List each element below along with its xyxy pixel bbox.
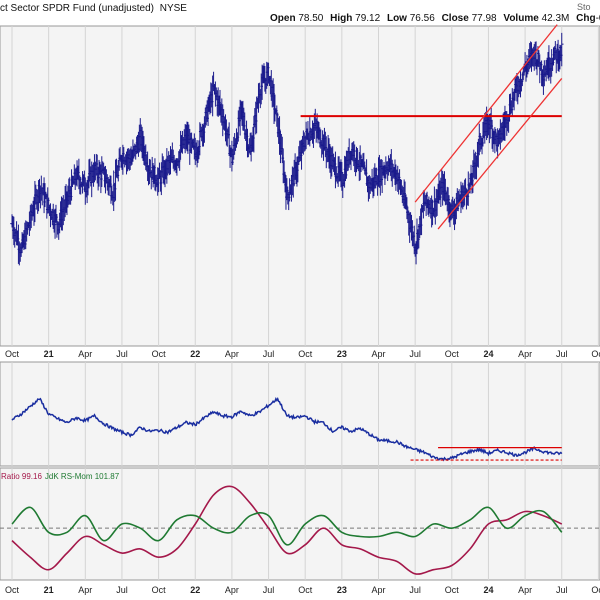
x-tick-label: Apr	[225, 349, 239, 359]
change-stat: Chg-0	[576, 13, 600, 24]
x-tick-label: Oct	[152, 349, 167, 359]
x-axis-rrg: Oct 21 Apr Jul Oct 22 Apr Jul Oct 23 Apr Jul Oct 24 Ap…	[5, 585, 600, 595]
x-tick-label: Oct	[591, 349, 600, 359]
x-tick-label: Jul	[263, 585, 275, 595]
x-tick-label: Oct	[5, 585, 20, 595]
open-stat: Open 78.50	[270, 13, 324, 24]
x-tick-label: Oct	[152, 585, 167, 595]
x-tick-label: Apr	[371, 349, 385, 359]
x-tick-label: 23	[337, 585, 347, 595]
rs-panel-background	[0, 361, 600, 467]
x-tick-label: Oct	[445, 585, 460, 595]
x-tick-label: Oct	[298, 349, 313, 359]
x-tick-label: 23	[337, 349, 347, 359]
price-panel	[0, 24, 600, 347]
x-tick-label: 24	[483, 349, 493, 359]
x-tick-label: Oct	[5, 349, 20, 359]
close-stat: Close 77.98	[441, 13, 497, 24]
price-panel-background	[0, 25, 600, 347]
x-tick-label: Jul	[409, 585, 421, 595]
volume-stat: Volume 42.3M	[503, 13, 570, 24]
x-tick-label: Apr	[518, 585, 532, 595]
x-tick-label: 22	[190, 349, 200, 359]
price-bar	[559, 32, 564, 67]
exchange-label: NYSE	[159, 3, 187, 14]
x-tick-label: Apr	[371, 585, 385, 595]
low-stat: Low 76.56	[386, 13, 435, 24]
x-tick-label: Apr	[78, 349, 92, 359]
x-tick-label: Apr	[518, 349, 532, 359]
rrg-panel: Ratio 99.16 JdK RS-Mom 101.87	[0, 467, 600, 581]
fund-name: ct Sector SPDR Fund (unadjusted)	[0, 3, 154, 14]
rs-panel	[0, 361, 600, 467]
legend-ratio: Ratio 99.16	[1, 472, 42, 481]
x-tick-label: Oct	[591, 585, 600, 595]
price-stats: Open 78.50 High 79.12 Low 76.56 Close 77…	[270, 13, 600, 24]
x-tick-label: Jul	[116, 349, 128, 359]
rrg-panel-background	[0, 467, 600, 581]
x-tick-label: Apr	[78, 585, 92, 595]
x-tick-label: Jul	[556, 585, 568, 595]
high-stat: High 79.12	[330, 13, 381, 24]
x-tick-label: Apr	[225, 585, 239, 595]
rs-line	[11, 396, 563, 462]
x-tick-label: 21	[44, 349, 54, 359]
x-tick-label: Oct	[445, 349, 460, 359]
chart-title: ct Sector SPDR Fund (unadjusted) NYSE	[0, 3, 187, 14]
rs-momentum-line	[11, 506, 563, 546]
x-axis-price: Oct 21 Apr Jul Oct 22 Apr Jul Oct 23 Apr Jul Oct 24 Ap…	[5, 349, 600, 359]
x-tick-label: Jul	[116, 585, 128, 595]
x-tick-label: 24	[483, 585, 493, 595]
watermark-text: Sto	[577, 2, 591, 12]
x-tick-label: 21	[44, 585, 54, 595]
x-tick-label: 22	[190, 585, 200, 595]
rs-ratio-line	[11, 485, 563, 575]
x-tick-label: Oct	[298, 585, 313, 595]
channel-upper-line	[414, 24, 558, 203]
channel-lower-line	[437, 78, 563, 230]
x-tick-label: Jul	[556, 349, 568, 359]
x-tick-label: Jul	[409, 349, 421, 359]
x-tick-label: Jul	[263, 349, 275, 359]
legend-momentum: JdK RS-Mom 101.87	[45, 472, 120, 481]
rrg-legend: Ratio 99.16 JdK RS-Mom 101.87	[1, 472, 120, 481]
